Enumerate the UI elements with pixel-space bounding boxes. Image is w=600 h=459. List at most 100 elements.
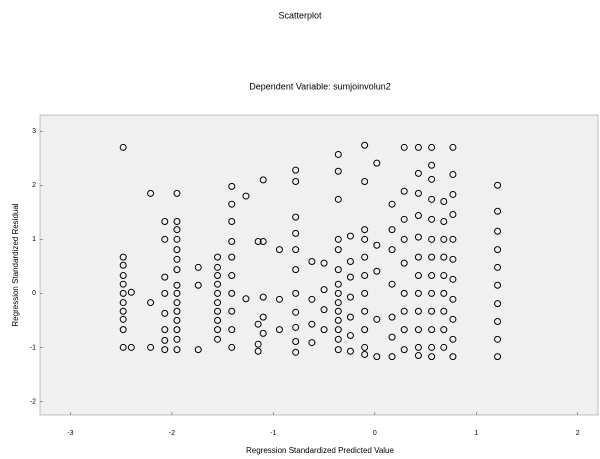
point [320, 286, 328, 294]
point [308, 339, 316, 347]
point [228, 272, 236, 280]
point [361, 326, 369, 334]
point [388, 226, 396, 234]
point [414, 253, 422, 261]
point [400, 289, 408, 297]
point [388, 280, 396, 288]
point [228, 217, 236, 225]
point [119, 272, 127, 280]
point [173, 226, 181, 234]
point [214, 253, 222, 261]
point [414, 189, 422, 197]
point [400, 307, 408, 315]
point [228, 253, 236, 261]
point [494, 181, 502, 189]
point [173, 289, 181, 297]
point [173, 255, 181, 263]
point [428, 215, 436, 223]
point [388, 200, 396, 208]
point [119, 280, 127, 288]
x-tick-label: -2 [169, 430, 175, 437]
point [292, 337, 300, 345]
point [259, 329, 267, 337]
point [173, 235, 181, 243]
point [173, 335, 181, 343]
point [119, 307, 127, 315]
point [161, 235, 169, 243]
point [388, 313, 396, 321]
point [373, 159, 381, 167]
point [119, 315, 127, 323]
point [147, 343, 155, 351]
point [361, 350, 369, 358]
point [161, 217, 169, 225]
point [400, 235, 408, 243]
x-tick-label: -3 [67, 430, 73, 437]
point [361, 226, 369, 234]
point [194, 281, 202, 289]
point [161, 273, 169, 281]
point [449, 170, 457, 178]
y-axis-label: Regression Standardized Residual [11, 203, 20, 326]
point [440, 343, 448, 351]
point [346, 293, 354, 301]
point [259, 176, 267, 184]
point [275, 246, 283, 254]
point [214, 335, 222, 343]
y-tick-label: 0 [32, 290, 36, 297]
point [494, 263, 502, 271]
point [414, 326, 422, 334]
point [334, 299, 342, 307]
chart-subtitle: Dependent Variable: sumjoinvolun2 [249, 81, 390, 91]
point [361, 307, 369, 315]
point [259, 313, 267, 321]
point [173, 346, 181, 354]
point [388, 246, 396, 254]
point [346, 232, 354, 240]
x-axis-label: Regression Standardized Predicted Value [246, 446, 394, 455]
x-tick-label: -1 [270, 430, 276, 437]
point [400, 346, 408, 354]
point [388, 353, 396, 361]
point [292, 289, 300, 297]
point [275, 326, 283, 334]
point [214, 280, 222, 288]
point [414, 272, 422, 280]
point [400, 187, 408, 195]
x-tick-label: 0 [373, 430, 377, 437]
point [147, 189, 155, 197]
point [320, 306, 328, 314]
y-tick-label: 2 [32, 182, 36, 189]
point [119, 261, 127, 269]
point [292, 213, 300, 221]
point [449, 235, 457, 243]
point [494, 335, 502, 343]
point [119, 326, 127, 334]
point [173, 281, 181, 289]
point [127, 343, 135, 351]
point [228, 182, 236, 190]
point [400, 143, 408, 151]
point [428, 343, 436, 351]
point [173, 316, 181, 324]
point [334, 346, 342, 354]
point [292, 229, 300, 237]
point [214, 263, 222, 271]
point [242, 192, 250, 200]
point [361, 289, 369, 297]
point [414, 169, 422, 177]
point [308, 295, 316, 303]
point [334, 335, 342, 343]
point [388, 333, 396, 341]
point [334, 266, 342, 274]
point [214, 289, 222, 297]
point [361, 343, 369, 351]
point [428, 253, 436, 261]
point [214, 326, 222, 334]
point [361, 141, 369, 149]
point [449, 255, 457, 263]
point [242, 295, 250, 303]
point [361, 235, 369, 243]
point [494, 353, 502, 361]
point [440, 253, 448, 261]
